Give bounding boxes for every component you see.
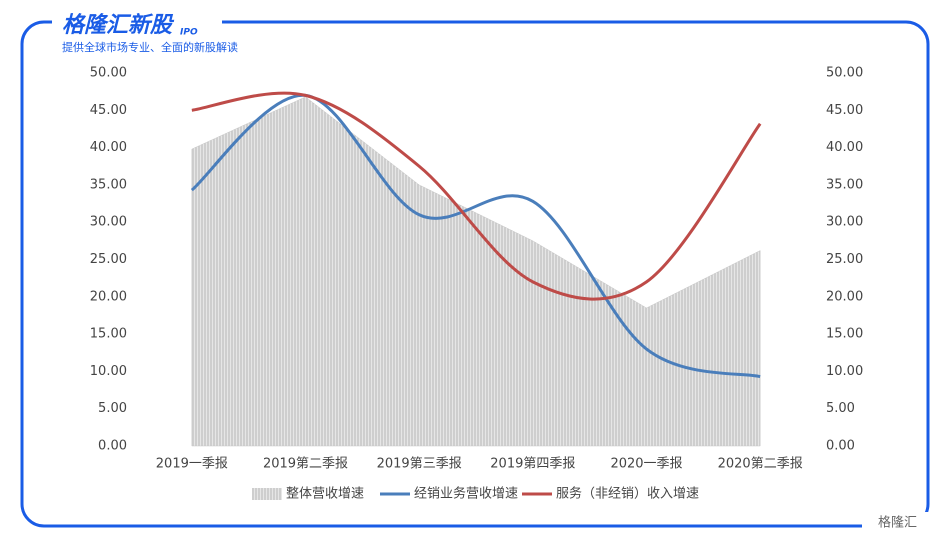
y2-tick-label: 10.00 xyxy=(826,364,863,379)
legend-label: 经销业务营收增速 xyxy=(414,486,518,502)
logo-tag: IPO xyxy=(180,28,198,38)
y-tick-label: 25.00 xyxy=(90,252,127,267)
area xyxy=(191,96,761,447)
x-tick-label: 2019一季报 xyxy=(156,457,228,472)
line xyxy=(190,93,761,379)
y-tick-label: 30.00 xyxy=(90,215,127,230)
legend-label: 整体营收增速 xyxy=(286,487,364,502)
y-tick-label: 0.00 xyxy=(98,439,127,454)
y2-tick-label: 0.00 xyxy=(826,439,855,454)
legend-label: 服务（非经销）收入增速 xyxy=(556,486,699,502)
y2-tick-label: 20.00 xyxy=(826,289,863,304)
x-tick-label: 2019第四季报 xyxy=(490,457,575,472)
x-tick-label: 2020第二季报 xyxy=(718,457,803,472)
y-tick-label: 15.00 xyxy=(90,327,127,342)
y2-tick-label: 50.00 xyxy=(826,66,863,81)
y2-tick-label: 5.00 xyxy=(826,401,855,416)
y2-tick-label: 25.00 xyxy=(826,252,863,267)
logo-bg xyxy=(52,8,222,38)
y-tick-label: 5.00 xyxy=(98,401,127,416)
y2-tick-label: 45.00 xyxy=(826,103,863,118)
logo: 格隆汇新股 xyxy=(62,12,175,38)
x-tick-label: 2019第二季报 xyxy=(263,457,348,472)
y2-tick-label: 15.00 xyxy=(826,327,863,342)
y-tick-label: 10.00 xyxy=(90,364,127,379)
watermark: 格隆汇 xyxy=(878,515,917,531)
legend-swatch xyxy=(252,488,282,500)
watermark-bg xyxy=(862,512,942,534)
y-tick-label: 45.00 xyxy=(90,103,127,118)
y-tick-label: 50.00 xyxy=(90,66,127,81)
y-tick-label: 40.00 xyxy=(90,140,127,155)
line xyxy=(191,91,762,301)
y2-tick-label: 30.00 xyxy=(826,215,863,230)
y2-tick-label: 40.00 xyxy=(826,140,863,155)
x-tick-label: 2019第三季报 xyxy=(377,457,462,472)
frame xyxy=(20,20,930,528)
subtitle: 提供全球市场专业、全面的新股解读 xyxy=(62,40,238,54)
y2-tick-label: 35.00 xyxy=(826,177,863,192)
y-tick-label: 35.00 xyxy=(90,177,127,192)
y-tick-label: 20.00 xyxy=(90,289,127,304)
x-tick-label: 2020一季报 xyxy=(610,457,682,472)
